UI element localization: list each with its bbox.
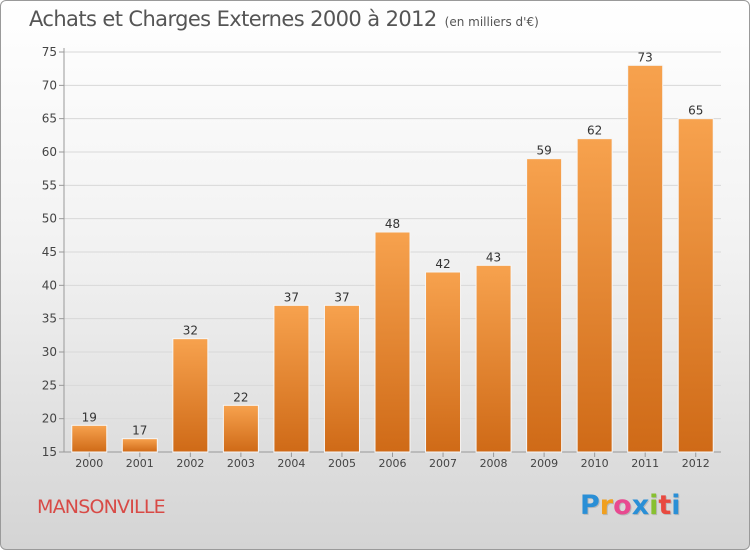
y-tick-label: 55	[42, 178, 57, 192]
x-tick-label: 2009	[530, 457, 558, 470]
y-tick-label: 60	[42, 145, 57, 159]
bar	[273, 304, 310, 453]
x-tick-label: 2007	[429, 457, 457, 470]
bar	[475, 264, 512, 453]
x-tick-label: 2004	[277, 457, 305, 470]
data-label: 59	[536, 144, 551, 158]
bars	[71, 64, 714, 453]
logo-letter: i	[671, 490, 681, 521]
x-tick-label: 2008	[480, 457, 508, 470]
y-tick-label: 65	[42, 112, 57, 126]
chart-title-text: Achats et Charges Externes 2000 à 2012	[29, 7, 437, 31]
bar	[121, 438, 158, 453]
commune-name: MANSONVILLE	[37, 496, 166, 518]
logo-letter: x	[631, 490, 650, 521]
data-label: 22	[233, 390, 248, 404]
bar	[425, 271, 462, 453]
bar	[71, 424, 108, 453]
proxiti-logo: Proxiti	[580, 490, 681, 521]
data-label: 42	[435, 257, 450, 271]
x-tick-label: 2011	[631, 457, 659, 470]
bar	[374, 231, 411, 453]
x-tick-label: 2012	[682, 457, 710, 470]
data-label: 37	[284, 290, 299, 304]
data-label: 17	[132, 424, 147, 438]
x-tick-label: 2001	[126, 457, 154, 470]
data-label: 32	[183, 324, 198, 338]
x-tick-label: 2002	[176, 457, 204, 470]
bar	[576, 138, 613, 453]
data-label: 65	[688, 104, 703, 118]
bar	[526, 158, 563, 453]
bar	[172, 338, 209, 453]
logo-letter: P	[580, 490, 600, 521]
data-label: 19	[82, 410, 97, 424]
y-tick-label: 50	[42, 212, 57, 226]
logo-letter: o	[613, 490, 632, 521]
data-label: 43	[486, 250, 501, 264]
x-tick-label: 2005	[328, 457, 356, 470]
bar	[323, 304, 360, 453]
y-tick-label: 30	[42, 345, 57, 359]
y-tick-label: 70	[42, 78, 57, 92]
x-tick-label: 2003	[227, 457, 255, 470]
bar	[627, 64, 664, 453]
x-tick-label: 2006	[379, 457, 407, 470]
y-tick-label: 15	[42, 445, 57, 459]
data-label: 62	[587, 124, 602, 138]
y-tick-label: 45	[42, 245, 57, 259]
chart-title: Achats et Charges Externes 2000 à 2012 (e…	[29, 7, 539, 31]
y-tick-label: 35	[42, 312, 57, 326]
logo-letter: r	[599, 490, 614, 521]
x-tick-label: 2010	[581, 457, 609, 470]
bar	[222, 404, 259, 453]
data-label: 73	[638, 50, 653, 64]
y-tick-label: 40	[42, 278, 57, 292]
y-tick-label: 25	[42, 378, 57, 392]
data-label: 37	[334, 290, 349, 304]
data-label: 48	[385, 217, 400, 231]
y-tick-label: 20	[42, 412, 57, 426]
labels: 15 20 25 30 35 40 45 50 55 60 65 70 75 19 2000 17 2001 32…	[42, 45, 710, 470]
logo-letter: t	[658, 490, 672, 521]
logo-letter: i	[649, 490, 659, 521]
chart-unit-note: (en milliers d'€)	[444, 15, 539, 29]
y-tick-label: 75	[42, 45, 57, 59]
x-tick-label: 2000	[75, 457, 103, 470]
bar	[677, 118, 714, 453]
